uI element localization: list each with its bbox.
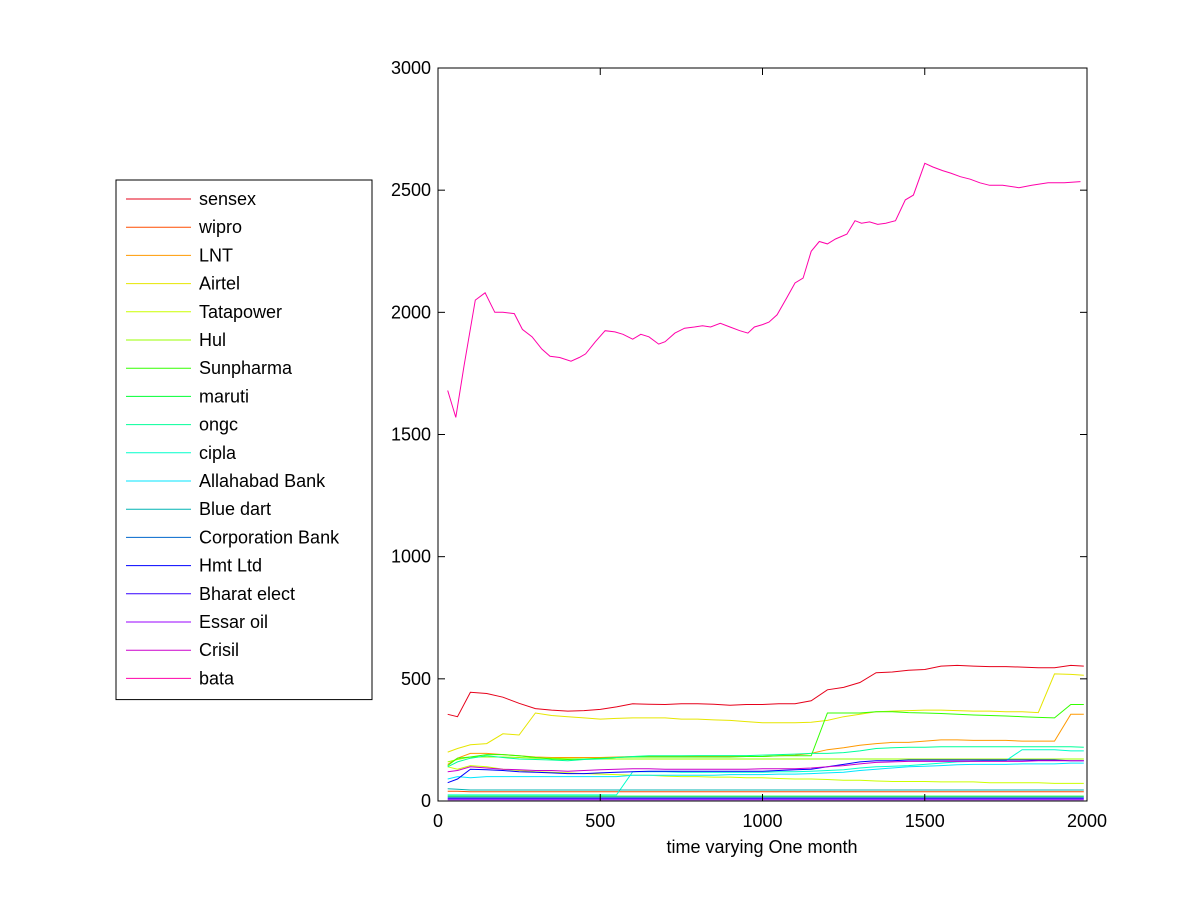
- y-tick-label: 1000: [391, 547, 431, 567]
- y-tick-label: 1500: [391, 425, 431, 445]
- legend-label: wipro: [198, 217, 242, 237]
- legend-label: ongc: [199, 415, 238, 435]
- series-line-blue-dart: [447, 788, 1084, 791]
- series-line-wipro: [447, 790, 1084, 793]
- legend-label: Crisil: [199, 640, 239, 660]
- legend-label: Airtel: [199, 274, 240, 294]
- series-line-ongc: [447, 746, 1084, 768]
- x-tick-label: 0: [433, 811, 443, 831]
- legend-label: Sunpharma: [199, 358, 293, 378]
- legend-label: Blue dart: [199, 499, 271, 519]
- y-tick-label: 2500: [391, 180, 431, 200]
- x-tick-label: 1000: [742, 811, 782, 831]
- legend-label: Allahabad Bank: [199, 471, 326, 491]
- legend-label: bata: [199, 668, 235, 688]
- axes-layer: 0 500 1000 1500 2000 0 500 1000 1500 2000 2500 3000: [391, 58, 1107, 831]
- legend-label: Hmt Ltd: [199, 556, 262, 576]
- x-tick-label: 1500: [905, 811, 945, 831]
- plot-area: [438, 68, 1087, 801]
- legend-label: Corporation Bank: [199, 527, 340, 547]
- series-line-sunpharma: [447, 704, 1084, 766]
- legend: sensex wipro LNT Airtel Tatapower Hul Sunpharm…: [115, 179, 373, 701]
- legend-label: sensex: [199, 189, 256, 209]
- series-line-sensex: [447, 664, 1084, 718]
- x-tick-label: 2000: [1067, 811, 1107, 831]
- series-line-allahabad-bank: [447, 762, 1084, 780]
- series-line-crisil: [447, 760, 1084, 773]
- legend-label: Essar oil: [199, 612, 268, 632]
- x-tick-label: 500: [585, 811, 615, 831]
- legend-label: cipla: [199, 443, 237, 463]
- legend-label: LNT: [199, 245, 233, 265]
- legend-label: Tatapower: [199, 302, 282, 322]
- series-line-hmt-ltd: [447, 759, 1084, 784]
- y-tick-label: 500: [401, 669, 431, 689]
- series-line-tatapower: [447, 765, 1084, 784]
- series-line-bata: [447, 162, 1081, 418]
- legend-box: [115, 179, 373, 701]
- legend-label: maruti: [199, 386, 249, 406]
- x-axis-label: time varying One month: [666, 837, 857, 857]
- series-line-airtel: [447, 673, 1084, 753]
- legend-label: Bharat elect: [199, 584, 295, 604]
- y-tick-label: 2000: [391, 302, 431, 322]
- y-tick-label: 3000: [391, 58, 431, 78]
- y-tick-label: 0: [421, 791, 431, 811]
- legend-label: Hul: [199, 330, 226, 350]
